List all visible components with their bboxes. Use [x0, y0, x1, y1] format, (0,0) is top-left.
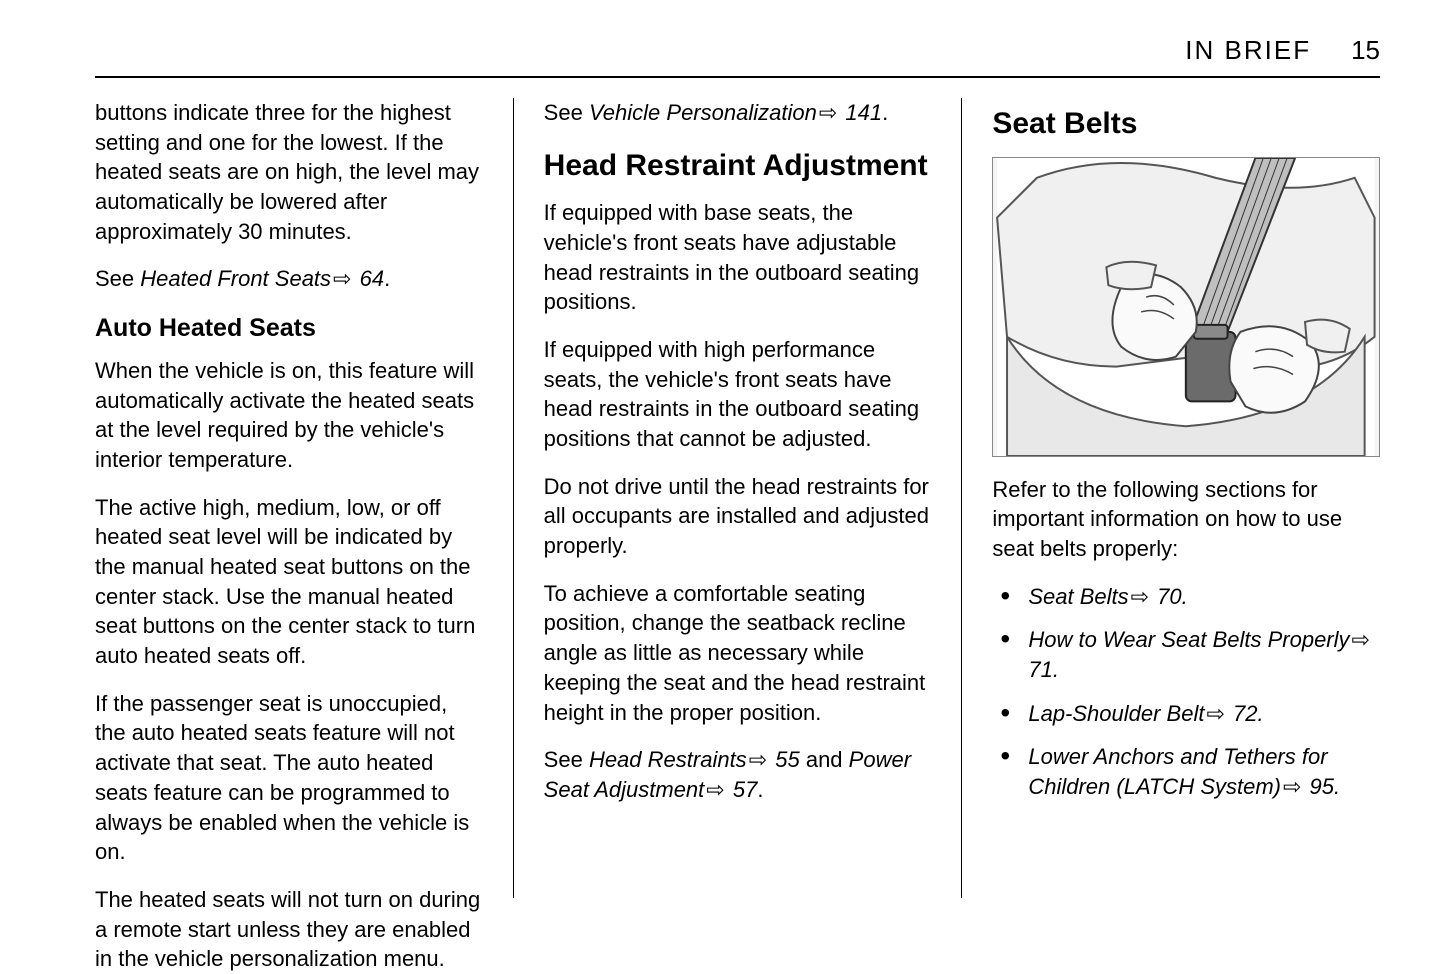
ref-page: 55: [769, 747, 800, 772]
cross-reference: See Vehicle Personalization⇨ 141.: [544, 98, 932, 128]
ref-title: Vehicle Personalization: [589, 100, 817, 125]
heading-auto-heated-seats: Auto Heated Seats: [95, 312, 483, 346]
ref-page: 95: [1303, 774, 1334, 799]
page-number: 15: [1351, 35, 1380, 66]
ref-prefix: See: [544, 747, 589, 772]
paragraph: If equipped with base seats, the vehicle…: [544, 198, 932, 317]
ref-suffix: .: [1334, 774, 1340, 799]
paragraph: To achieve a comfortable seating positio…: [544, 579, 932, 727]
page-ref-icon: ⇨: [747, 745, 769, 775]
heading-head-restraint: Head Restraint Adjustment: [544, 146, 932, 187]
ref-title: Heated Front Seats: [140, 266, 331, 291]
ref-title: How to Wear Seat Belts Properly: [1028, 627, 1349, 652]
ref-prefix: See: [544, 100, 589, 125]
heading-seat-belts: Seat Belts: [992, 104, 1380, 145]
columns: buttons indicate three for the highest s…: [95, 98, 1380, 898]
ref-suffix: .: [757, 777, 763, 802]
paragraph: When the vehicle is on, this feature wil…: [95, 356, 483, 475]
ref-suffix: .: [1053, 657, 1059, 682]
ref-prefix: See: [95, 266, 140, 291]
page-ref-icon: ⇨: [817, 98, 839, 128]
page: IN BRIEF 15 buttons indicate three for t…: [0, 0, 1445, 965]
ref-suffix: .: [1182, 584, 1188, 609]
ref-page: 72: [1227, 701, 1258, 726]
column-1: buttons indicate three for the highest s…: [95, 98, 514, 898]
page-ref-icon: ⇨: [1204, 699, 1226, 729]
ref-title: Head Restraints: [589, 747, 747, 772]
paragraph: If the passenger seat is unoccupied, the…: [95, 689, 483, 867]
ref-page: 141: [839, 100, 882, 125]
seat-belt-illustration-icon: [993, 158, 1379, 456]
page-header: IN BRIEF 15: [95, 35, 1380, 78]
page-ref-icon: ⇨: [1350, 625, 1372, 655]
page-ref-icon: ⇨: [331, 264, 353, 294]
ref-page: 71: [1028, 657, 1052, 682]
list-item: Lap-Shoulder Belt⇨ 72.: [992, 699, 1380, 729]
ref-title: Lap-Shoulder Belt: [1028, 701, 1204, 726]
cross-reference: See Head Restraints⇨ 55 and Power Seat A…: [544, 745, 932, 804]
reference-list: Seat Belts⇨ 70. How to Wear Seat Belts P…: [992, 582, 1380, 802]
paragraph: buttons indicate three for the highest s…: [95, 98, 483, 246]
paragraph: Refer to the following sections for impo…: [992, 475, 1380, 564]
seat-belt-figure: [992, 157, 1380, 457]
ref-suffix: .: [882, 100, 888, 125]
ref-suffix: .: [1258, 701, 1264, 726]
ref-page: 57: [727, 777, 758, 802]
paragraph: The active high, medium, low, or off hea…: [95, 493, 483, 671]
ref-title: Seat Belts: [1028, 584, 1128, 609]
paragraph: If equipped with high performance seats,…: [544, 335, 932, 454]
running-head: IN BRIEF: [1185, 35, 1311, 66]
ref-page: 64: [353, 266, 384, 291]
page-ref-icon: ⇨: [1129, 582, 1151, 612]
page-ref-icon: ⇨: [1281, 772, 1303, 802]
ref-page: 70: [1151, 584, 1182, 609]
paragraph: Do not drive until the head restraints f…: [544, 472, 932, 561]
column-3: Seat Belts: [962, 98, 1380, 898]
list-item: Lower Anchors and Tethers for Children (…: [992, 742, 1380, 801]
page-ref-icon: ⇨: [704, 775, 726, 805]
list-item: Seat Belts⇨ 70.: [992, 582, 1380, 612]
ref-mid: and: [800, 747, 849, 772]
list-item: How to Wear Seat Belts Properly⇨ 71.: [992, 625, 1380, 684]
ref-suffix: .: [384, 266, 390, 291]
cross-reference: See Heated Front Seats⇨ 64.: [95, 264, 483, 294]
paragraph: The heated seats will not turn on during…: [95, 885, 483, 974]
column-2: See Vehicle Personalization⇨ 141. Head R…: [514, 98, 963, 898]
